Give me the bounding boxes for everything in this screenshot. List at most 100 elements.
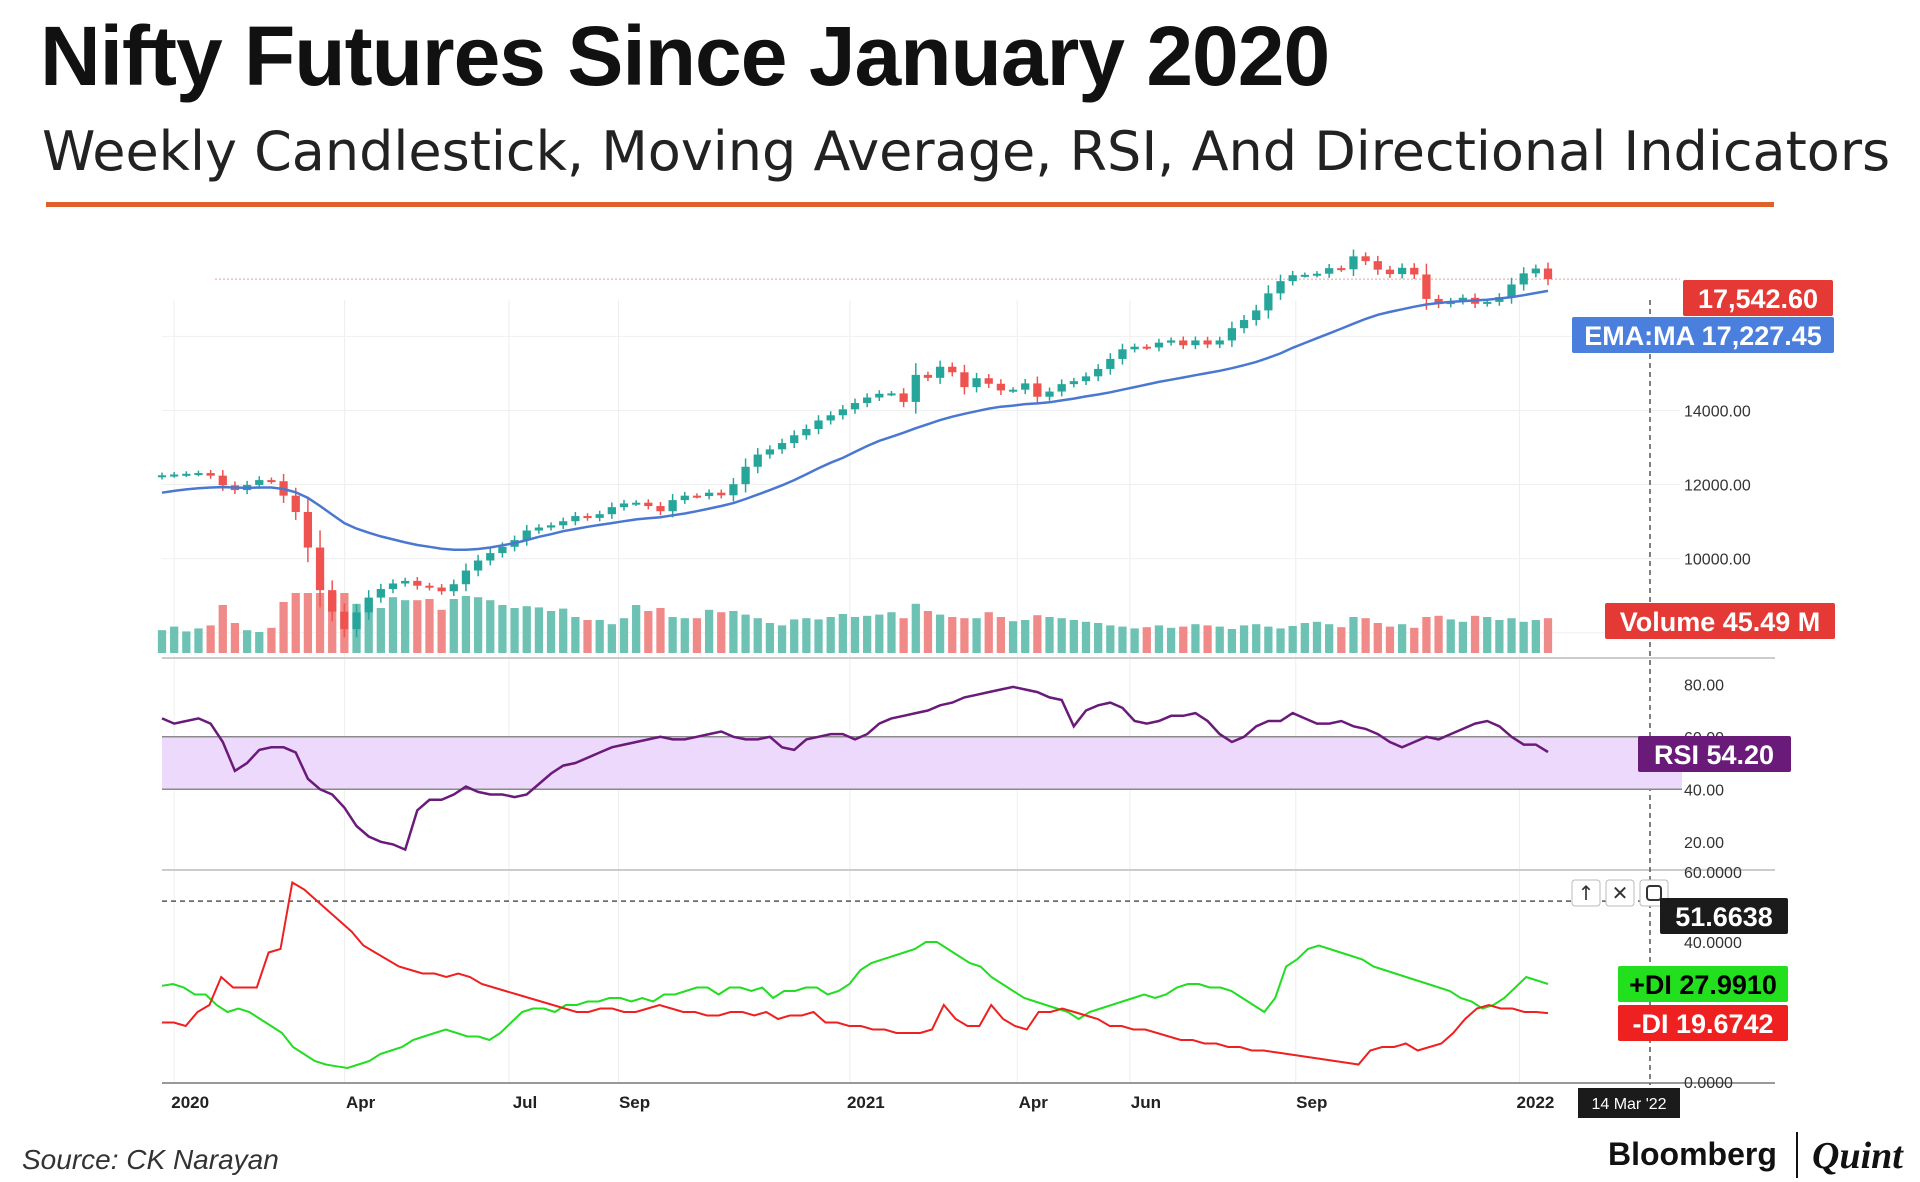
x-axis-tick: Jun <box>1131 1093 1161 1112</box>
volume-bar <box>157 630 167 653</box>
candle-body <box>1094 368 1103 377</box>
volume-bar <box>668 617 677 653</box>
volume-bar <box>1519 621 1528 653</box>
volume-bar <box>1543 618 1553 653</box>
candle-body <box>887 393 896 396</box>
candle-body <box>571 516 580 522</box>
volume-bar <box>1227 629 1237 653</box>
volume-bar <box>607 624 616 653</box>
close-icon: ✕ <box>1612 881 1629 905</box>
candle-body <box>425 585 434 588</box>
volume-tag-text: Volume 45.49 M <box>1620 607 1821 637</box>
volume-bar <box>1008 621 1018 653</box>
crosshair-date-tag <box>1578 1088 1680 1118</box>
volume-bar <box>1142 627 1151 653</box>
volume-bar <box>790 619 799 653</box>
brand-separator <box>1796 1132 1798 1178</box>
volume-bar <box>1312 621 1322 653</box>
rsi-line <box>161 685 1549 852</box>
ema-line <box>161 289 1549 552</box>
candle-body <box>401 580 410 584</box>
volume-bar <box>510 608 519 653</box>
price-axis-tick: 10000.00 <box>1684 552 1751 569</box>
candle-body <box>668 500 677 512</box>
candle-body <box>899 393 908 402</box>
candle-body <box>984 378 993 384</box>
candle-body <box>218 475 227 486</box>
candle-body <box>1483 301 1492 304</box>
candle-body <box>1507 284 1516 298</box>
candle-body <box>1422 274 1431 299</box>
volume-bar <box>911 603 920 653</box>
candle-body <box>461 570 471 585</box>
volume-bar <box>1325 624 1334 653</box>
volume-bar <box>960 618 969 653</box>
volume-bar <box>1337 627 1346 653</box>
volume-bar <box>717 612 726 653</box>
volume-bar <box>449 599 458 653</box>
candle-body <box>449 584 458 592</box>
volume-bar <box>972 618 981 653</box>
volume-bar <box>401 600 410 653</box>
candle-body <box>838 409 847 416</box>
volume-bar <box>1410 627 1419 653</box>
last-price-tag-text: 17,542.60 <box>1698 284 1818 314</box>
candle-body <box>546 525 556 528</box>
candle-body <box>486 553 495 561</box>
x-axis-tick: Apr <box>346 1093 376 1112</box>
candle-body <box>729 484 738 496</box>
volume-bar <box>753 618 762 653</box>
rsi-tag-text: RSI 54.20 <box>1654 740 1774 770</box>
candle-body <box>680 495 689 501</box>
volume-bar <box>534 607 544 653</box>
candle-body <box>996 383 1006 391</box>
candle-body <box>1142 346 1151 349</box>
candle-body <box>364 597 373 613</box>
move-up-button[interactable] <box>1571 879 1601 907</box>
candle-body <box>911 374 920 402</box>
volume-bar <box>644 611 653 653</box>
volume-bar <box>1154 625 1164 653</box>
candle-body <box>315 547 325 591</box>
page-title: Nifty Futures Since January 2020 <box>40 9 1330 103</box>
close-panel-button[interactable] <box>1605 879 1635 907</box>
di-axis-tick: 0.0000 <box>1684 1075 1733 1092</box>
volume-bar <box>729 611 738 653</box>
candle-body <box>376 589 385 598</box>
volume-bar <box>704 609 714 653</box>
volume-bar <box>765 623 775 653</box>
volume-bar <box>242 630 252 653</box>
title-divider <box>46 202 1774 207</box>
arrow-up-icon: ↑ <box>1578 881 1595 905</box>
minus-di-tag-text: -DI 19.6742 <box>1632 1009 1773 1039</box>
candle-body <box>473 560 483 571</box>
volume-bar <box>692 618 702 653</box>
volume-bar <box>364 599 373 653</box>
candle-body <box>607 507 616 515</box>
candle-body <box>352 612 361 630</box>
candle-body <box>1252 310 1261 321</box>
candle-body <box>1458 297 1468 302</box>
volume-bar <box>1239 625 1249 653</box>
candle-body <box>255 480 264 485</box>
candle-body <box>1021 383 1030 390</box>
candle-body <box>595 514 604 518</box>
volume-bar <box>1422 617 1431 653</box>
minus-di-line <box>162 880 1549 1066</box>
candle-body <box>1288 275 1297 282</box>
volume-bar <box>1495 620 1504 653</box>
volume-bar <box>1531 620 1540 653</box>
candle-body <box>1337 268 1346 271</box>
candle-body <box>790 435 799 444</box>
price-axis-tick: 12000.00 <box>1684 478 1751 495</box>
candle-body <box>1227 328 1237 341</box>
adx-tag-text: 51.6638 <box>1675 902 1773 932</box>
volume-bar <box>935 614 945 653</box>
volume-bar <box>1361 618 1370 653</box>
volume-bar <box>206 625 215 653</box>
volume-bar <box>303 593 313 653</box>
candle-body <box>206 473 215 476</box>
volume-bar <box>328 593 337 653</box>
candle-body <box>802 428 811 436</box>
plus-di-line <box>161 941 1549 1070</box>
